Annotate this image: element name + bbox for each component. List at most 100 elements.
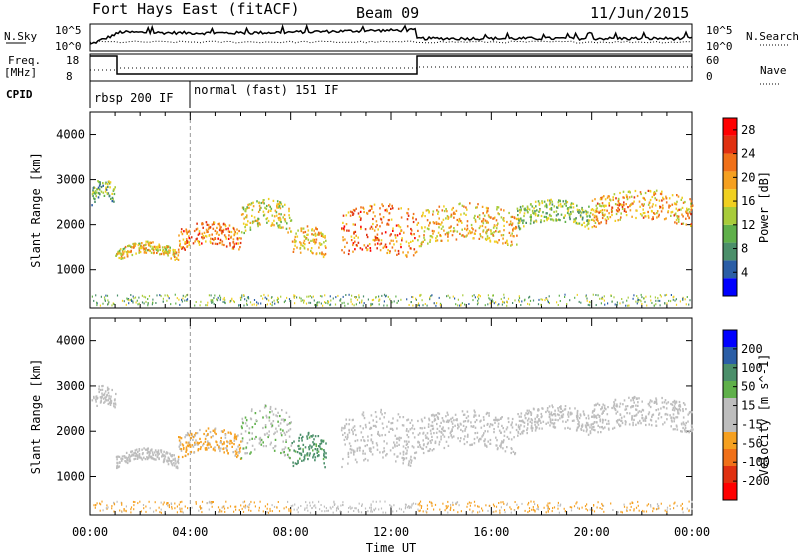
cell [616,301,618,304]
colorbar-label-1-5: -50 [741,436,763,450]
cell [157,451,160,454]
cell [306,506,308,509]
cell [540,221,542,224]
cell [422,240,424,243]
cell [170,303,172,306]
cell [118,461,121,464]
cell [268,299,270,302]
cell [260,438,263,441]
cell [371,303,374,306]
cell [498,418,500,421]
cell [322,440,325,443]
cell [354,248,356,251]
cell [339,510,341,513]
cell [355,244,358,247]
cell [204,447,207,450]
cell [288,508,290,511]
cell [661,190,663,193]
cell [456,418,458,421]
cell [433,448,435,451]
cell [513,436,515,439]
cell [605,219,608,222]
cell [325,442,327,445]
cell [160,511,162,514]
cell [377,432,379,435]
cell [666,509,668,512]
cell [547,299,549,302]
cell [119,248,122,251]
cell [411,503,413,506]
cell [277,203,279,206]
cell [478,414,480,417]
cell [464,303,466,306]
cell [258,509,260,512]
cell [632,424,634,427]
cell [257,217,260,221]
cell [347,462,349,465]
cell [347,455,350,458]
cell [655,198,658,201]
cell [408,244,410,248]
cell [491,298,493,301]
cell [274,444,277,448]
cell [211,501,213,504]
cell [451,416,454,419]
cell [584,225,586,228]
cell [313,299,315,302]
cell [402,450,405,453]
cell [425,510,427,513]
cell [409,421,412,424]
cell [370,439,372,442]
cell [249,228,252,231]
cell [600,297,603,300]
cell [243,217,245,220]
cell [435,413,438,417]
cell [627,206,629,209]
cell [246,304,248,306]
cell [682,408,684,411]
cell [454,413,457,416]
cell [569,407,571,410]
cell [380,408,382,411]
cell [400,436,402,440]
cell [560,213,563,216]
cell [389,504,391,507]
cell [597,431,599,434]
cell [673,417,676,420]
cell [115,392,117,396]
cell [443,229,445,232]
cell [142,244,145,247]
cell [486,237,489,240]
cell [312,238,315,241]
cell [441,417,444,420]
cell [502,427,504,430]
cell [484,438,486,441]
cell [323,462,325,465]
cell [391,427,393,430]
cell [534,429,537,432]
cell [597,424,599,427]
cell [430,235,433,238]
cell [653,304,655,307]
cell [145,448,147,451]
cell [429,238,432,241]
cell [315,227,317,230]
cell [93,197,95,200]
cell [379,434,381,437]
cell [202,226,204,229]
cell [622,196,624,199]
cell [486,211,488,214]
cell [569,211,572,214]
cell [114,186,116,189]
cell [462,294,464,297]
cell [211,501,213,503]
cell [391,421,394,425]
cell [596,207,598,210]
cell [362,414,365,417]
cell [155,302,157,304]
cell [307,238,310,241]
cell [435,237,437,240]
cell [633,196,636,199]
cell [340,429,343,432]
cell [439,302,442,305]
